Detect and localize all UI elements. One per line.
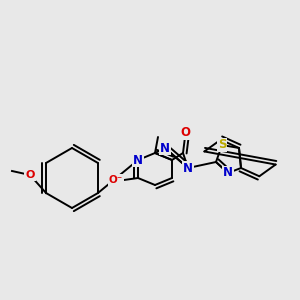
Text: O: O	[25, 170, 35, 180]
Text: N: N	[160, 142, 170, 154]
Text: O⁻: O⁻	[109, 175, 123, 185]
Text: O: O	[180, 127, 190, 140]
Text: S: S	[218, 139, 226, 152]
Text: N: N	[183, 161, 193, 175]
Text: N: N	[133, 154, 143, 166]
Text: N: N	[223, 167, 233, 179]
